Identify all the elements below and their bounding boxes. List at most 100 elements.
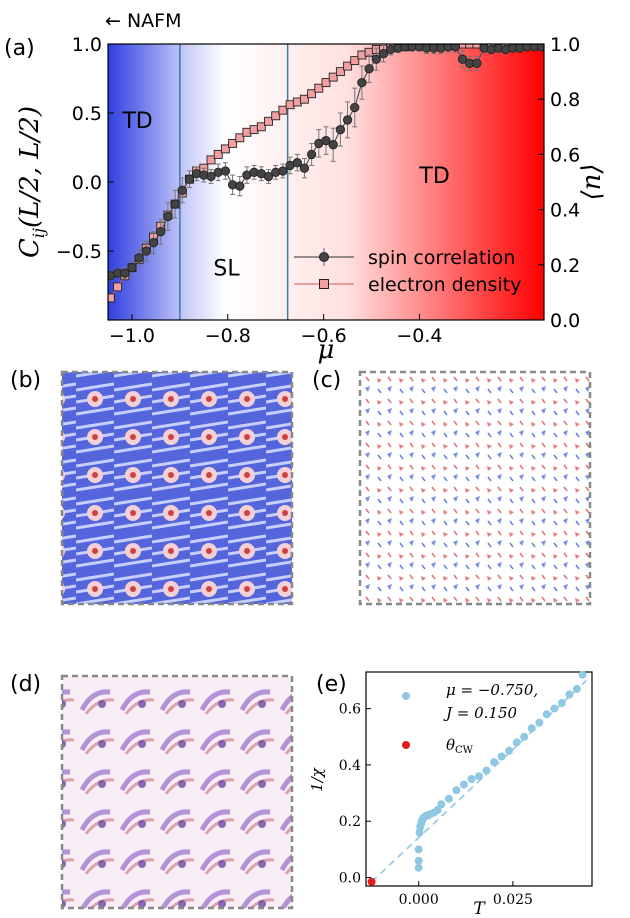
phase-background [108, 44, 544, 320]
density-point [271, 111, 281, 121]
spin-point [134, 253, 144, 263]
panel-a-label: (a) [4, 36, 35, 61]
scatter-point [565, 690, 574, 699]
legend-spin-marker [319, 252, 329, 262]
e-x-axis-label: T [473, 899, 486, 918]
panel-e: (e) 0.000 0.025 0.0 0.2 0.4 0.6 1/χ T μ = −0.75… [308, 670, 593, 918]
panel-c: (c) [312, 368, 592, 606]
x-tick-label: −0.6 [301, 325, 347, 347]
scatter-point [572, 684, 581, 693]
y-tick-label: 0.0 [72, 172, 102, 194]
y2-tick-label: 0.0 [550, 310, 580, 332]
density-point [299, 94, 309, 104]
scatter-point [433, 806, 442, 814]
y2-axis-label: ⟨n⟩ [577, 163, 607, 200]
density-point [307, 89, 317, 99]
legend-density-label: electron density [368, 274, 521, 296]
e-y-tick-label: 0.6 [339, 702, 361, 718]
e-y-tick-label: 0.0 [339, 871, 361, 887]
scatter-point [578, 670, 587, 679]
panel-e-axes: 0.000 0.025 0.0 0.2 0.4 0.6 1/χ T [308, 702, 533, 918]
scatter-point [505, 746, 514, 755]
e-x-tick-label: 0.000 [399, 892, 439, 908]
spin-texture-b [62, 372, 292, 604]
density-point [264, 116, 273, 126]
panel-b-frame [60, 370, 294, 606]
scatter-point [414, 845, 423, 854]
legend-cw-label: θCW [446, 736, 474, 756]
scatter-point [512, 738, 521, 747]
density-point [278, 105, 288, 115]
panel-e-plot-area [367, 670, 587, 886]
spin-point [235, 181, 245, 191]
region-label: TD [418, 164, 449, 189]
scatter-point [459, 780, 468, 789]
scatter-point [527, 724, 536, 733]
spin-point [378, 49, 389, 59]
spin-point [342, 115, 353, 125]
scatter-point [490, 758, 499, 767]
density-point [228, 138, 238, 148]
spin-point [220, 166, 231, 176]
panel-a: (a) ← NAFM −1.0 −0.8 −0.6 −0.4 −0.5 0.0 0.5 1.0… [4, 10, 607, 365]
panel-a-plot-area [108, 44, 544, 320]
x-axis-label: μ [318, 335, 335, 365]
density-point [108, 293, 115, 303]
spin-point [278, 166, 288, 176]
panel-e-legend: μ = −0.750, J = 0.150 θCW [402, 681, 538, 756]
x-tick-label: −0.4 [396, 325, 442, 347]
legend-mu-line2: J = 0.150 [443, 704, 518, 722]
nafm-annotation: ← NAFM [105, 10, 182, 32]
scatter-point [550, 704, 559, 713]
region-label: SL [213, 257, 240, 282]
density-point [350, 56, 360, 66]
y2-tick-label: 1.0 [550, 34, 580, 56]
y-tick-label: −0.5 [56, 241, 102, 263]
scatter-point [414, 863, 423, 872]
density-point [113, 282, 123, 292]
spin-point [299, 163, 310, 173]
spin-point [148, 238, 159, 248]
spin-point [321, 135, 331, 146]
spin-point [450, 44, 461, 52]
spin-point [156, 227, 166, 237]
scatter-point [475, 772, 483, 781]
spin-point [350, 102, 360, 113]
density-point [321, 78, 331, 88]
spin-point [120, 268, 130, 278]
spin-texture-d [62, 676, 292, 908]
legend-mu-line1: μ = −0.750, [446, 681, 538, 699]
panel-d-frame [60, 674, 294, 910]
density-point [256, 122, 266, 132]
density-point [472, 44, 482, 49]
scatter-point [542, 710, 551, 719]
legend-mu-marker [402, 692, 410, 700]
scatter-point [467, 775, 476, 783]
e-y-tick-label: 0.2 [339, 814, 361, 830]
scatter-point [520, 732, 529, 741]
y2-tick-label: 0.4 [550, 200, 580, 222]
y2-tick-label: 0.6 [550, 144, 580, 166]
panel-d-label: (d) [10, 672, 41, 697]
y-tick-label: 0.5 [72, 103, 102, 125]
scatter-point [444, 794, 453, 803]
legend-density-marker [319, 279, 329, 289]
spin-point [371, 54, 381, 64]
density-point [213, 149, 223, 159]
y-tick-label: 1.0 [72, 34, 102, 56]
density-point [328, 72, 338, 82]
y2-tick-label: 0.2 [550, 255, 580, 277]
spin-point [472, 58, 482, 68]
e-y-tick-label: 0.4 [339, 758, 361, 774]
panel-d: (d) [10, 672, 294, 910]
spin-point [457, 54, 468, 64]
x-tick-label: −1.0 [109, 325, 155, 347]
e-x-tick-label: 0.025 [493, 892, 533, 908]
density-point [220, 144, 230, 154]
spin-point [163, 211, 173, 222]
scatter-point [497, 752, 506, 761]
density-point [458, 44, 467, 49]
scatter-point [367, 877, 376, 886]
scatter-point [452, 786, 461, 795]
